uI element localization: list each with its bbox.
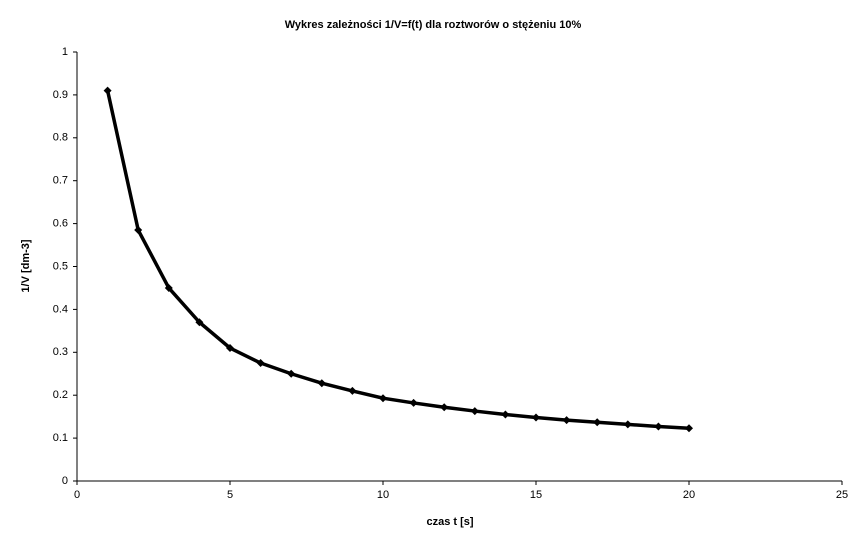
data-point (195, 318, 204, 327)
data-point (532, 413, 540, 422)
data-point (103, 86, 112, 95)
y-tick-label: 0.9 (53, 89, 68, 101)
chart-title: Wykres zależności 1/V=f(t) dla roztworów… (285, 19, 582, 31)
y-tick-label: 0.3 (53, 346, 68, 358)
data-point (562, 416, 571, 425)
data-point (287, 369, 296, 378)
data-point (164, 283, 173, 292)
y-tick-label: 0.4 (53, 303, 68, 315)
x-tick-label: 0 (74, 489, 80, 501)
data-point (593, 418, 602, 427)
data-point (348, 386, 357, 395)
data-point (134, 226, 143, 235)
x-tick-label: 10 (377, 489, 389, 501)
data-point (440, 403, 449, 412)
data-point (501, 410, 510, 419)
y-tick-label: 0.8 (53, 132, 68, 144)
data-point (470, 407, 479, 416)
x-tick-label: 5 (227, 489, 233, 501)
series-line (105, 90, 690, 430)
y-tick-label: 0.7 (53, 175, 68, 187)
y-tick-label: 0.2 (53, 389, 68, 401)
y-tick-label: 0.5 (53, 260, 68, 272)
y-tick-label: 0.1 (53, 432, 68, 444)
y-tick-label: 0 (62, 475, 68, 487)
y-tick-label: 0.6 (53, 218, 68, 230)
data-point (256, 359, 265, 368)
data-point (623, 420, 632, 429)
data-point (654, 422, 663, 431)
y-tick-label: 1 (62, 46, 68, 58)
data-point (226, 344, 234, 353)
x-tick-label: 25 (836, 489, 848, 501)
data-point (317, 379, 326, 388)
x-axis-label: czas t [s] (426, 516, 473, 528)
x-tick-label: 15 (530, 489, 542, 501)
data-point (409, 398, 418, 407)
data-point (379, 394, 387, 403)
data-point (685, 424, 693, 433)
x-tick-label: 20 (683, 489, 695, 501)
y-axis-label: 1/V [dm-3] (20, 239, 32, 293)
